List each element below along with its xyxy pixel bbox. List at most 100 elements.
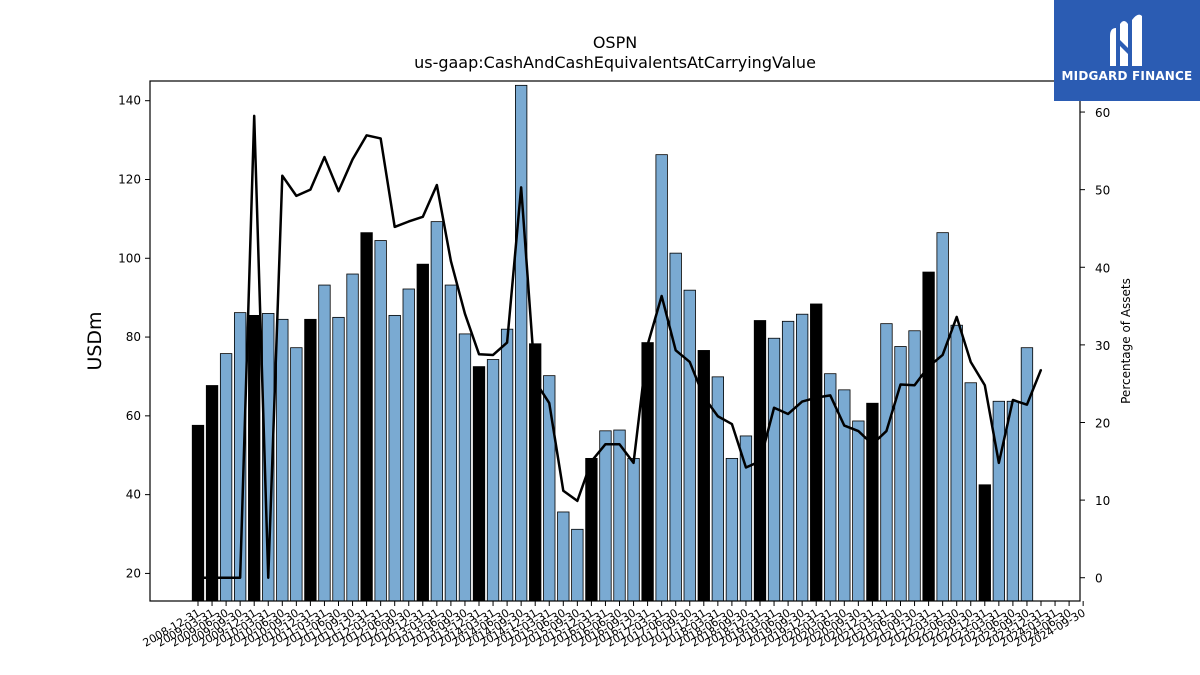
line-point	[562, 489, 565, 492]
line-point	[450, 260, 452, 262]
y-axis-left: 20 40 60 80 100 120 140	[118, 94, 150, 580]
line-point	[717, 415, 719, 418]
bar	[655, 154, 668, 602]
line-point	[829, 394, 832, 397]
line-point	[548, 402, 551, 404]
bar	[992, 400, 1005, 602]
bar	[880, 323, 893, 602]
bar	[585, 457, 598, 602]
y-tick-label: 40	[126, 488, 141, 502]
line-point	[464, 313, 466, 315]
bar	[838, 389, 851, 602]
line-point	[969, 361, 972, 363]
line-point	[801, 400, 803, 403]
line-point	[211, 576, 213, 579]
line-point	[927, 365, 930, 368]
line-point	[253, 115, 255, 117]
y-tick-label: 140	[118, 94, 141, 108]
bar	[571, 528, 584, 602]
bar	[486, 359, 500, 602]
line-point	[660, 295, 663, 297]
line-point	[281, 174, 284, 177]
line-point	[393, 226, 396, 228]
bar	[304, 318, 317, 602]
line-point	[576, 500, 579, 502]
bar	[416, 263, 429, 602]
bar	[191, 424, 205, 602]
line-point	[843, 424, 846, 427]
line-point	[590, 460, 593, 463]
line-point	[688, 361, 691, 363]
y2-tick-label: 30	[1095, 339, 1110, 353]
bar	[219, 353, 233, 602]
bar	[599, 430, 612, 602]
bar	[557, 511, 570, 602]
line-point	[984, 384, 986, 387]
y2-tick-label: 0	[1095, 572, 1103, 586]
chart-title: OSPN	[593, 33, 637, 52]
line-point	[731, 423, 733, 425]
line-point	[1012, 399, 1014, 401]
line-point	[323, 156, 326, 158]
line-point	[492, 354, 494, 356]
bar	[922, 271, 935, 602]
bar	[318, 284, 331, 602]
line-point	[379, 137, 382, 140]
midgard-logo-icon	[1110, 14, 1142, 67]
bar	[866, 402, 879, 602]
bar	[767, 337, 781, 602]
line-point	[913, 384, 916, 387]
x-axis: 2008-12-312009-03-312009-06-302009-09-30…	[141, 601, 1088, 650]
line-point	[295, 195, 298, 197]
y-tick-label: 100	[118, 251, 141, 265]
bar	[739, 435, 753, 602]
bar	[402, 288, 415, 602]
bar	[1020, 347, 1034, 602]
bar	[290, 347, 303, 602]
line-point	[225, 576, 227, 579]
line-point	[885, 430, 888, 432]
y2-tick-label: 60	[1095, 106, 1110, 120]
bar	[810, 303, 823, 602]
line-point	[787, 413, 789, 415]
bar	[444, 284, 458, 602]
bar	[458, 333, 472, 602]
chart-subtitle: us-gaap:CashAndCashEquivalentsAtCarrying…	[414, 53, 816, 72]
bar	[472, 366, 486, 602]
line-point	[422, 216, 424, 218]
line-point	[267, 576, 270, 579]
bar	[936, 232, 949, 602]
bar	[332, 316, 345, 602]
y-axis-right: 0 10 20 30 40 50 60	[1080, 106, 1110, 586]
line-point	[407, 220, 410, 223]
line-point	[773, 406, 775, 409]
line-point	[337, 190, 340, 193]
y-tick-label: 60	[126, 409, 141, 423]
bar	[613, 429, 626, 602]
line-point	[703, 396, 705, 398]
bar	[515, 84, 528, 602]
line-point	[871, 443, 874, 446]
bar-series	[191, 84, 1034, 602]
y2-tick-label: 40	[1095, 261, 1110, 275]
line-point	[520, 186, 522, 189]
bar	[725, 457, 739, 602]
line-point	[998, 462, 1000, 464]
bar	[1006, 400, 1020, 602]
line-point	[365, 134, 368, 137]
bar	[781, 320, 795, 602]
y-tick-label: 20	[126, 566, 141, 580]
line-point	[759, 460, 761, 463]
bar	[683, 289, 696, 602]
bar	[796, 313, 809, 602]
bar	[978, 484, 991, 602]
y2-tick-label: 20	[1095, 416, 1110, 430]
brand-logo: MIDGARD FINANCE	[1054, 0, 1200, 101]
line-point	[506, 341, 508, 344]
bar	[346, 273, 359, 602]
y-tick-label: 120	[118, 172, 141, 186]
line-point	[618, 443, 621, 446]
line-point	[1040, 368, 1042, 371]
line-point	[815, 396, 817, 399]
line-point	[534, 380, 536, 383]
